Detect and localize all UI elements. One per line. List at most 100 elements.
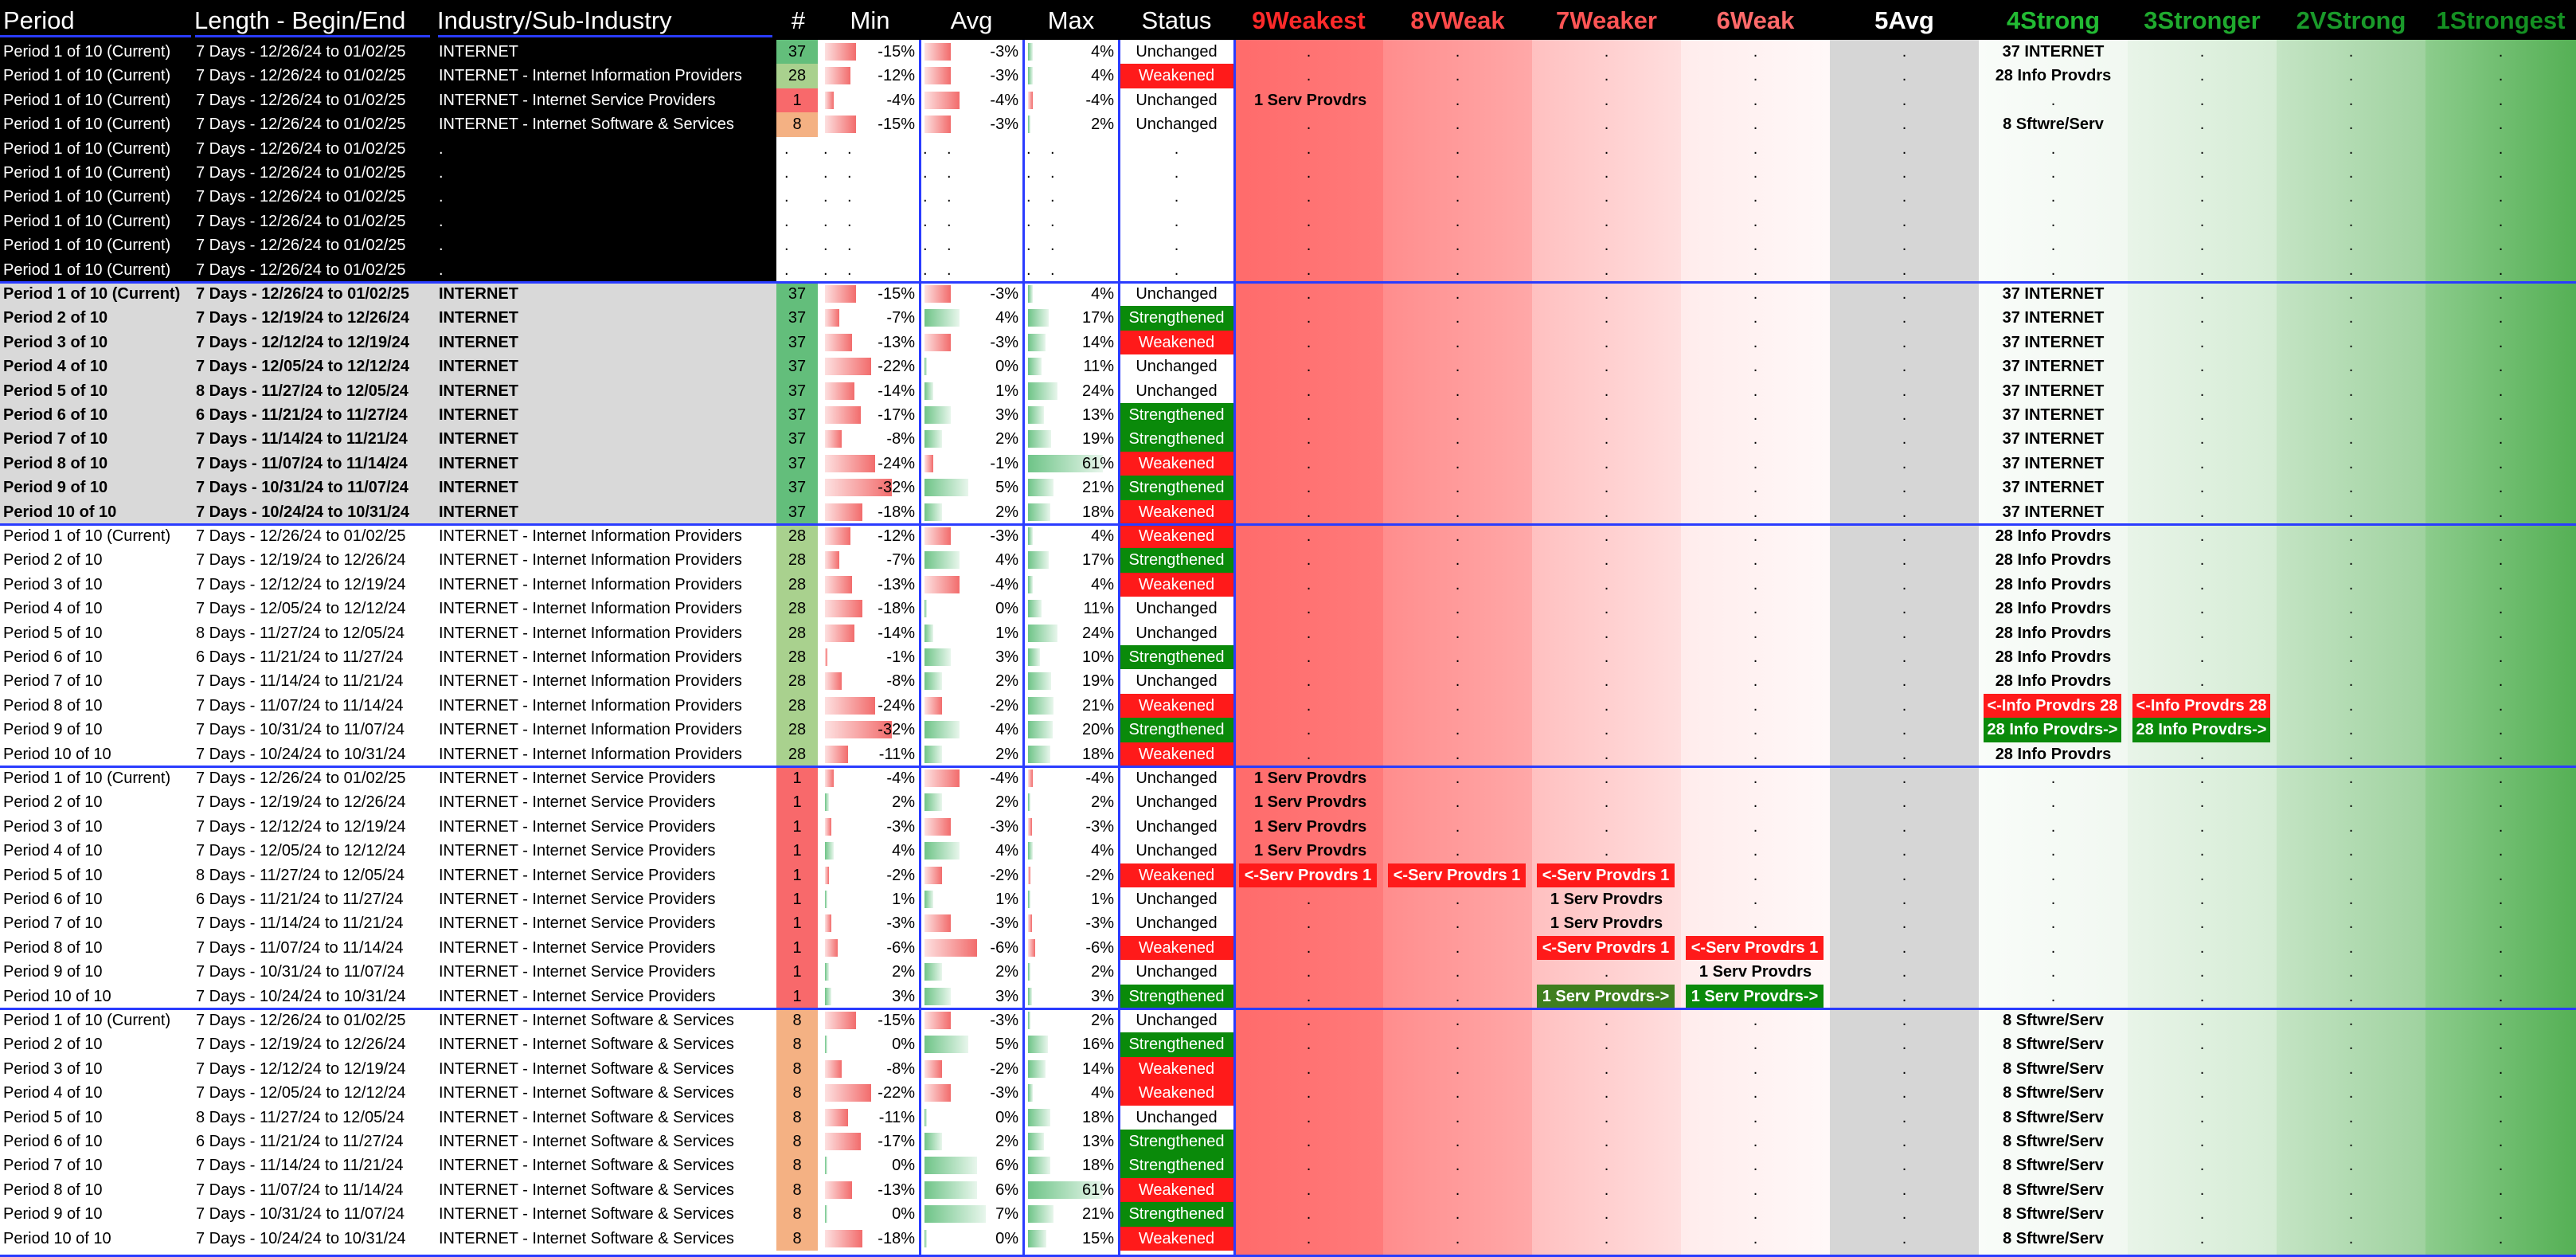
length-cell[interactable]: 7 Days - 12/26/24 to 01/02/25 <box>196 67 406 85</box>
industry-cell[interactable]: INTERNET - Internet Software & Services <box>439 1133 734 1150</box>
header-length[interactable]: Length - Begin/End <box>194 6 406 34</box>
zone-label[interactable]: 37 INTERNET <box>2002 285 2105 303</box>
zone-label[interactable]: 8 Sftwre/Serv <box>2003 1036 2104 1054</box>
industry-cell[interactable]: INTERNET - Internet Service Providers <box>439 817 716 836</box>
zone-move-label[interactable]: 28 Info Provdrs-> <box>1984 718 2121 742</box>
min-value[interactable]: -18% <box>878 503 915 521</box>
count-cell[interactable]: . <box>784 164 789 182</box>
avg-value[interactable]: 2% <box>995 793 1018 812</box>
min-value[interactable]: -15% <box>878 116 915 134</box>
avg-value[interactable]: 5% <box>995 479 1018 497</box>
avg-value[interactable]: 2% <box>995 430 1018 448</box>
count-cell[interactable]: 8 <box>776 1153 818 1178</box>
zone-label[interactable]: 8 Sftwre/Serv <box>2003 1108 2104 1126</box>
length-cell[interactable]: 7 Days - 12/19/24 to 12/26/24 <box>196 793 406 812</box>
period-cell[interactable]: Period 1 of 10 (Current) <box>3 527 171 545</box>
period-cell[interactable]: Period 10 of 10 <box>3 503 117 521</box>
zone-label[interactable]: 28 Info Provdrs <box>1995 551 2112 570</box>
status-badge[interactable]: Weakened <box>1119 330 1234 355</box>
length-cell[interactable]: 7 Days - 12/05/24 to 12/12/24 <box>196 600 406 618</box>
length-cell[interactable]: 8 Days - 11/27/24 to 12/05/24 <box>196 624 405 642</box>
length-cell[interactable]: 7 Days - 12/26/24 to 01/02/25 <box>196 91 406 109</box>
zone-label[interactable]: 1 Serv Provdrs <box>1550 891 1663 908</box>
count-cell[interactable]: 8 <box>776 1226 818 1251</box>
min-value[interactable]: -14% <box>878 382 915 400</box>
min-value[interactable]: -13% <box>878 1181 915 1199</box>
zone-label[interactable]: 1 Serv Provdrs <box>1550 914 1663 933</box>
industry-cell[interactable]: INTERNET - Internet Software & Services <box>439 1036 734 1054</box>
period-cell[interactable]: Period 2 of 10 <box>3 1036 103 1054</box>
min-value[interactable]: 2% <box>892 793 915 812</box>
count-cell[interactable]: . <box>784 237 789 255</box>
period-cell[interactable]: Period 3 of 10 <box>3 817 103 836</box>
period-cell[interactable]: Period 4 of 10 <box>3 1084 103 1102</box>
industry-cell[interactable]: INTERNET - Internet Service Providers <box>439 987 716 1005</box>
period-cell[interactable]: Period 8 of 10 <box>3 1181 103 1199</box>
length-cell[interactable]: 7 Days - 10/31/24 to 11/07/24 <box>196 1205 405 1224</box>
length-cell[interactable]: 7 Days - 12/26/24 to 01/02/25 <box>196 164 406 182</box>
period-cell[interactable]: Period 9 of 10 <box>3 1205 103 1224</box>
max-value[interactable]: 21% <box>1081 479 1114 497</box>
status-badge[interactable]: Strengthened <box>1119 403 1234 428</box>
period-cell[interactable]: Period 1 of 10 (Current) <box>3 43 171 61</box>
count-cell[interactable]: 8 <box>776 112 818 137</box>
length-cell[interactable]: 7 Days - 12/26/24 to 01/02/25 <box>196 43 406 61</box>
avg-value[interactable]: -4% <box>990 769 1018 787</box>
max-value[interactable]: 18% <box>1081 1108 1114 1126</box>
status-badge[interactable]: Unchanged <box>1136 43 1218 61</box>
zone-label[interactable]: 37 INTERNET <box>2002 406 2105 424</box>
max-value[interactable]: -3% <box>1085 914 1114 933</box>
header-zone-2[interactable]: 2VStrong <box>2296 6 2406 34</box>
count-cell[interactable]: 1 <box>776 863 818 887</box>
zone-label[interactable]: 8 Sftwre/Serv <box>2003 1133 2104 1150</box>
industry-cell[interactable]: INTERNET - Internet Information Provider… <box>439 624 742 642</box>
period-cell[interactable]: Period 1 of 10 (Current) <box>3 237 171 255</box>
avg-value[interactable]: -6% <box>990 938 1018 957</box>
status-badge[interactable]: . <box>1174 237 1179 255</box>
avg-value[interactable]: -3% <box>990 1012 1018 1029</box>
industry-cell[interactable]: INTERNET - Internet Information Provider… <box>439 600 742 618</box>
status-badge[interactable]: Weakened <box>1119 1081 1234 1106</box>
industry-cell[interactable]: INTERNET - Internet Information Provider… <box>439 721 742 739</box>
length-cell[interactable]: 7 Days - 11/14/24 to 11/21/24 <box>196 1157 404 1175</box>
zone-move-label[interactable]: 1 Serv Provdrs-> <box>1686 984 1824 1008</box>
min-value[interactable]: -13% <box>878 333 915 351</box>
industry-cell[interactable]: INTERNET - Internet Software & Services <box>439 116 734 134</box>
period-cell[interactable]: Period 1 of 10 (Current) <box>3 285 181 303</box>
min-value[interactable]: -22% <box>878 358 915 376</box>
industry-cell[interactable]: INTERNET - Internet Information Provider… <box>439 745 742 763</box>
min-value[interactable]: -15% <box>878 43 915 61</box>
length-cell[interactable]: 8 Days - 11/27/24 to 12/05/24 <box>196 866 405 884</box>
avg-value[interactable]: 2% <box>995 963 1018 981</box>
period-cell[interactable]: Period 5 of 10 <box>3 866 103 884</box>
length-cell[interactable]: 7 Days - 12/12/24 to 12/19/24 <box>196 575 406 593</box>
status-badge[interactable]: Weakened <box>1119 572 1234 597</box>
period-cell[interactable]: Period 4 of 10 <box>3 358 108 376</box>
min-value[interactable]: 2% <box>892 963 915 981</box>
zone-move-label[interactable]: <-Serv Provdrs 1 <box>1537 935 1675 961</box>
avg-value[interactable]: -1% <box>990 454 1018 472</box>
min-value[interactable]: -17% <box>878 406 915 424</box>
avg-value[interactable]: 1% <box>995 382 1018 400</box>
length-cell[interactable]: 7 Days - 10/31/24 to 11/07/24 <box>196 479 408 497</box>
zone-label[interactable]: 37 INTERNET <box>2002 43 2105 61</box>
status-badge[interactable]: Weakened <box>1119 693 1234 719</box>
status-badge[interactable]: Strengthened <box>1119 1153 1234 1178</box>
zone-label[interactable]: 1 Serv Provdrs <box>1254 842 1367 860</box>
industry-cell[interactable]: INTERNET - Internet Service Providers <box>439 963 716 981</box>
status-badge[interactable]: Weakened <box>1119 742 1234 766</box>
period-cell[interactable]: Period 3 of 10 <box>3 333 108 351</box>
period-cell[interactable]: Period 7 of 10 <box>3 914 103 933</box>
period-cell[interactable]: Period 5 of 10 <box>3 624 103 642</box>
count-cell[interactable]: 28 <box>776 64 818 88</box>
avg-value[interactable]: -2% <box>990 696 1018 715</box>
period-cell[interactable]: Period 10 of 10 <box>3 745 111 763</box>
min-value[interactable]: -15% <box>878 285 915 303</box>
min-value[interactable]: -1% <box>886 648 915 666</box>
status-badge[interactable]: Unchanged <box>1136 1012 1218 1029</box>
length-cell[interactable]: 7 Days - 12/26/24 to 01/02/25 <box>196 116 406 134</box>
count-cell[interactable]: 1 <box>776 887 818 912</box>
header-zone-1[interactable]: 1Strongest <box>2436 6 2566 34</box>
count-cell[interactable]: 37 <box>776 40 818 65</box>
period-cell[interactable]: Period 7 of 10 <box>3 430 108 448</box>
